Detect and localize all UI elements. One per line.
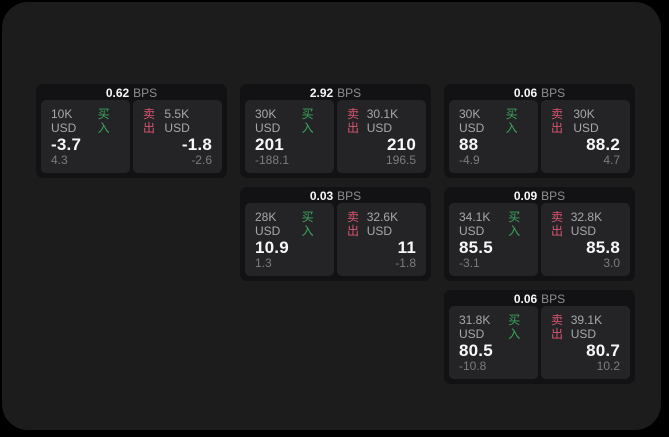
sell-amount: 32.6K USD [366, 210, 399, 238]
buy-price: 80.5 [459, 341, 493, 360]
quote-card-grid: 0.62 BPS 10K USD 买入 -3.7 4.3 卖出 5.5K USD [36, 84, 635, 384]
buy-amount: 10K USD [51, 107, 77, 135]
sell-price: -1.8 [181, 135, 212, 154]
buy-amount: 30K USD [255, 107, 281, 135]
buy-label: 买入 [301, 107, 314, 135]
buy-delta: -10.8 [459, 359, 487, 373]
sell-label: 卖出 [551, 210, 564, 238]
bps-value: 0.03 [309, 189, 334, 203]
bps-value: 2.92 [309, 86, 334, 100]
sell-delta: -2.6 [191, 153, 212, 167]
buy-price: 10.9 [255, 238, 289, 257]
card-header: 0.09 BPS [444, 187, 635, 203]
quote-card: 0.09 BPS 34.1K USD 买入 85.5 -3.1 卖出 32.8K… [444, 187, 635, 281]
buy-label: 买入 [505, 107, 518, 135]
sell-delta: 3.0 [603, 256, 620, 270]
sell-panel[interactable]: 卖出 30.1K USD 210 196.5 [337, 100, 426, 173]
sell-amount: 32.8K USD [570, 210, 603, 238]
sell-delta: 4.7 [603, 153, 620, 167]
buy-delta: -188.1 [255, 153, 290, 167]
buy-price: -3.7 [51, 135, 82, 154]
bps-unit-label: BPS [337, 86, 362, 100]
buy-panel[interactable]: 28K USD 买入 10.9 1.3 [245, 203, 334, 276]
sell-delta: -1.8 [395, 256, 416, 270]
sell-label: 卖出 [347, 210, 360, 238]
buy-price: 88 [459, 135, 479, 154]
sell-label: 卖出 [551, 313, 564, 341]
sell-panel[interactable]: 卖出 32.8K USD 85.8 3.0 [541, 203, 630, 276]
sell-panel[interactable]: 卖出 32.6K USD 11 -1.8 [337, 203, 426, 276]
quote-card: 0.06 BPS 30K USD 买入 88 -4.9 卖出 30K USD [444, 84, 635, 178]
panels: 10K USD 买入 -3.7 4.3 卖出 5.5K USD -1.8 -2.… [36, 100, 227, 178]
bps-unit-label: BPS [133, 86, 158, 100]
card-header: 0.06 BPS [444, 290, 635, 306]
bps-unit-label: BPS [541, 86, 566, 100]
sell-price: 80.7 [586, 341, 620, 360]
buy-panel[interactable]: 30K USD 买入 88 -4.9 [449, 100, 538, 173]
sell-label: 卖出 [347, 107, 360, 135]
bps-unit-label: BPS [541, 189, 566, 203]
sell-amount: 39.1K USD [570, 313, 603, 341]
panels: 28K USD 买入 10.9 1.3 卖出 32.6K USD 11 -1.8 [240, 203, 431, 281]
sell-price: 210 [387, 135, 416, 154]
panels: 34.1K USD 买入 85.5 -3.1 卖出 32.8K USD 85.8… [444, 203, 635, 281]
quote-card: 0.62 BPS 10K USD 买入 -3.7 4.3 卖出 5.5K USD [36, 84, 227, 178]
bps-unit-label: BPS [337, 189, 362, 203]
sell-amount: 30K USD [573, 107, 599, 135]
sell-panel[interactable]: 卖出 39.1K USD 80.7 10.2 [541, 306, 630, 379]
buy-delta: -3.1 [459, 256, 480, 270]
buy-panel[interactable]: 30K USD 买入 201 -188.1 [245, 100, 334, 173]
card-header: 0.62 BPS [36, 84, 227, 100]
sell-panel[interactable]: 卖出 30K USD 88.2 4.7 [541, 100, 630, 173]
sell-label: 卖出 [551, 107, 564, 135]
panels: 30K USD 买入 88 -4.9 卖出 30K USD 88.2 4.7 [444, 100, 635, 178]
app-surface: 0.62 BPS 10K USD 买入 -3.7 4.3 卖出 5.5K USD [2, 2, 661, 430]
quote-card: 0.03 BPS 28K USD 买入 10.9 1.3 卖出 32.6K US… [240, 187, 431, 281]
sell-delta: 196.5 [385, 153, 416, 167]
sell-delta: 10.2 [596, 359, 620, 373]
buy-label: 买入 [301, 210, 314, 238]
bps-value: 0.62 [105, 86, 130, 100]
buy-delta: 4.3 [51, 153, 68, 167]
buy-panel[interactable]: 34.1K USD 买入 85.5 -3.1 [449, 203, 538, 276]
bps-value: 0.09 [513, 189, 538, 203]
buy-amount: 31.8K USD [459, 313, 491, 341]
sell-price: 85.8 [586, 238, 620, 257]
buy-amount: 30K USD [459, 107, 485, 135]
quote-card: 0.06 BPS 31.8K USD 买入 80.5 -10.8 卖出 39.1… [444, 290, 635, 384]
buy-panel[interactable]: 10K USD 买入 -3.7 4.3 [41, 100, 130, 173]
panels: 31.8K USD 买入 80.5 -10.8 卖出 39.1K USD 80.… [444, 306, 635, 384]
buy-panel[interactable]: 31.8K USD 买入 80.5 -10.8 [449, 306, 538, 379]
sell-price: 88.2 [586, 135, 620, 154]
buy-label: 买入 [508, 210, 521, 238]
quote-card: 2.92 BPS 30K USD 买入 201 -188.1 卖出 30.1K … [240, 84, 431, 178]
sell-label: 卖出 [143, 107, 156, 135]
bps-unit-label: BPS [541, 292, 566, 306]
buy-amount: 34.1K USD [459, 210, 491, 238]
buy-label: 买入 [508, 313, 521, 341]
card-header: 0.03 BPS [240, 187, 431, 203]
buy-amount: 28K USD [255, 210, 281, 238]
sell-panel[interactable]: 卖出 5.5K USD -1.8 -2.6 [133, 100, 222, 173]
buy-delta: 1.3 [255, 256, 272, 270]
buy-price: 201 [255, 135, 284, 154]
buy-price: 85.5 [459, 238, 493, 257]
buy-delta: -4.9 [459, 153, 480, 167]
sell-amount: 30.1K USD [366, 107, 399, 135]
sell-amount: 5.5K USD [164, 107, 190, 135]
card-header: 2.92 BPS [240, 84, 431, 100]
panels: 30K USD 买入 201 -188.1 卖出 30.1K USD 210 1… [240, 100, 431, 178]
card-header: 0.06 BPS [444, 84, 635, 100]
buy-label: 买入 [97, 107, 110, 135]
bps-value: 0.06 [513, 86, 538, 100]
sell-price: 11 [397, 238, 416, 257]
bps-value: 0.06 [513, 292, 538, 306]
